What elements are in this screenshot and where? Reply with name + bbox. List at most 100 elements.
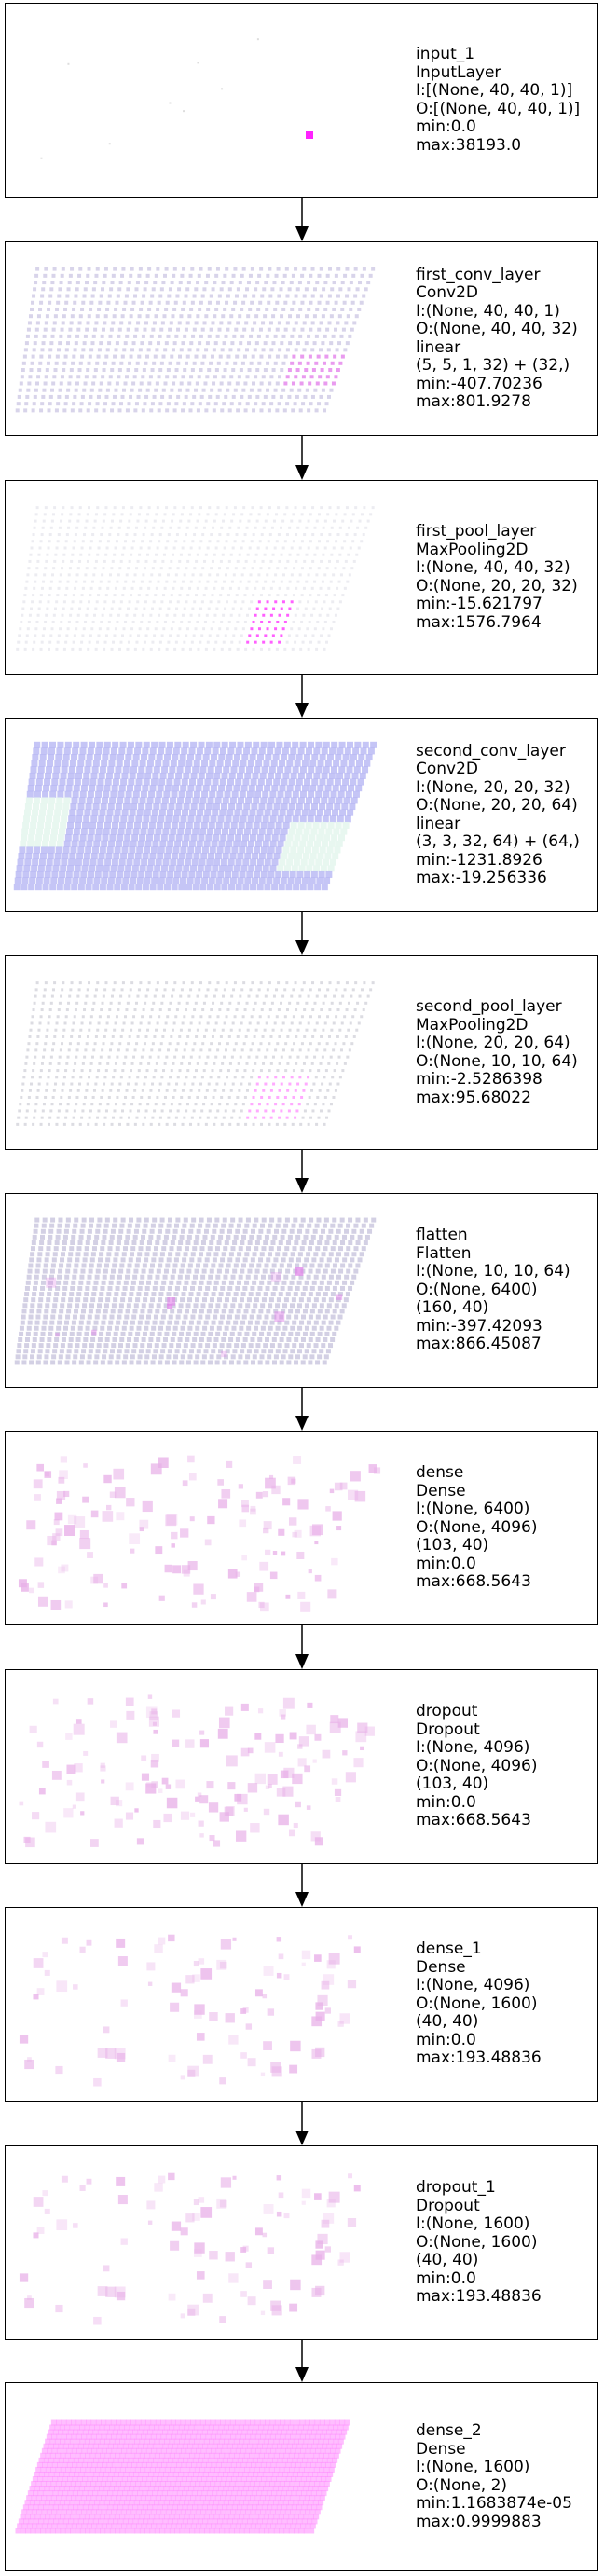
activation-cell <box>107 1325 113 1331</box>
activation-cell <box>106 300 111 305</box>
activation-cell <box>137 1285 143 1291</box>
activation-cell <box>178 1069 182 1073</box>
activation-cell <box>252 1122 255 1126</box>
activation-cell <box>185 1336 190 1342</box>
activation-cell <box>166 573 170 577</box>
activation-cell <box>236 647 240 651</box>
activation-cell <box>330 766 337 774</box>
activation-cell <box>120 1297 126 1303</box>
activation-cell <box>91 766 99 774</box>
activation-cell <box>210 870 217 878</box>
activation-cell <box>333 594 336 597</box>
activation-cell <box>37 1596 48 1607</box>
activation-cell <box>190 1314 196 1320</box>
activation-cell <box>31 1343 36 1349</box>
activation-cell <box>86 1360 91 1365</box>
activation-cell <box>296 1001 300 1005</box>
activation-cell <box>284 815 292 823</box>
activation-cell <box>60 273 64 278</box>
activation-cell <box>336 586 339 590</box>
activation-cell <box>282 797 290 804</box>
activation-cell <box>24 341 29 346</box>
activation-cell <box>140 300 144 305</box>
activation-cell <box>129 1252 134 1257</box>
activation-cell <box>141 754 148 761</box>
activation-cell <box>156 1021 159 1025</box>
activation-cell <box>318 828 325 835</box>
activation-cell <box>244 877 252 884</box>
activation-cell <box>257 1076 261 1079</box>
activation-cell <box>94 321 99 325</box>
activation-cell <box>202 526 206 529</box>
activation-cell <box>261 1246 267 1252</box>
activation-cell <box>75 1303 80 1309</box>
activation-cell <box>52 567 56 570</box>
activation-cell <box>303 1109 307 1113</box>
activation-cell <box>295 368 300 373</box>
activation-cell <box>187 314 192 319</box>
activation-cell <box>37 1082 41 1086</box>
activation-cell <box>140 1309 145 1314</box>
activation-cell <box>191 1280 197 1285</box>
activation-cell <box>323 1048 327 1052</box>
activation-cell <box>171 994 174 998</box>
activation-cell <box>224 394 228 399</box>
activation-cell <box>214 513 218 516</box>
activation-cell <box>48 1008 52 1012</box>
activation-cell <box>276 1069 280 1073</box>
activation-cell <box>50 877 58 884</box>
activation-cell <box>226 1460 233 1468</box>
activation-cell <box>241 1234 247 1240</box>
activation-cell <box>206 772 213 779</box>
activation-cell <box>248 1109 252 1113</box>
activation-cell <box>133 858 141 866</box>
activation-cell <box>105 853 113 860</box>
activation-cell <box>352 747 360 755</box>
activation-cell <box>148 580 152 583</box>
activation-cell <box>276 1095 280 1099</box>
activation-cell <box>172 267 177 271</box>
activation-cell <box>57 394 62 399</box>
activation-cell <box>178 760 185 767</box>
activation-cell <box>296 1082 300 1086</box>
activation-cell <box>89 1343 94 1349</box>
activation-cell <box>213 741 221 748</box>
activation-cell <box>124 797 131 804</box>
activation-cell <box>80 307 85 311</box>
activation-cell <box>119 640 123 644</box>
activation-cell <box>245 1001 249 1005</box>
activation-cell <box>301 877 309 884</box>
activation-cell <box>30 1303 35 1309</box>
activation-cell <box>146 865 154 872</box>
activation-cell <box>24 402 29 406</box>
activation-cell <box>337 1223 343 1228</box>
activation-cell <box>302 506 306 510</box>
activation-cell <box>33 1228 38 1234</box>
activation-cell <box>70 267 75 271</box>
activation-cell <box>218 1042 222 1046</box>
activation-cell <box>59 1263 64 1268</box>
activation-cell <box>62 1035 65 1038</box>
activation-cell <box>86 1280 91 1285</box>
activation-cell <box>298 1223 304 1228</box>
activation-cell <box>158 1354 164 1360</box>
activation-cell <box>132 1309 138 1314</box>
activation-cell <box>251 354 255 359</box>
activation-cell <box>130 1246 136 1252</box>
activation-cell <box>121 772 129 779</box>
activation-cell <box>315 741 323 748</box>
activation-cell <box>238 1028 241 1032</box>
activation-cell <box>294 1360 299 1365</box>
activation-cell <box>43 1360 48 1365</box>
activation-cell <box>219 321 224 325</box>
activation-cell <box>138 870 145 878</box>
activation-cell <box>148 821 156 829</box>
activation-cell <box>167 1082 171 1086</box>
activation-cell <box>321 1274 326 1280</box>
activation-cell <box>200 294 205 298</box>
activation-cell <box>144 809 151 816</box>
activation-cell <box>343 513 347 516</box>
activation-cell <box>276 567 280 570</box>
activation-cell <box>309 1015 312 1019</box>
activation-cell <box>309 300 313 305</box>
